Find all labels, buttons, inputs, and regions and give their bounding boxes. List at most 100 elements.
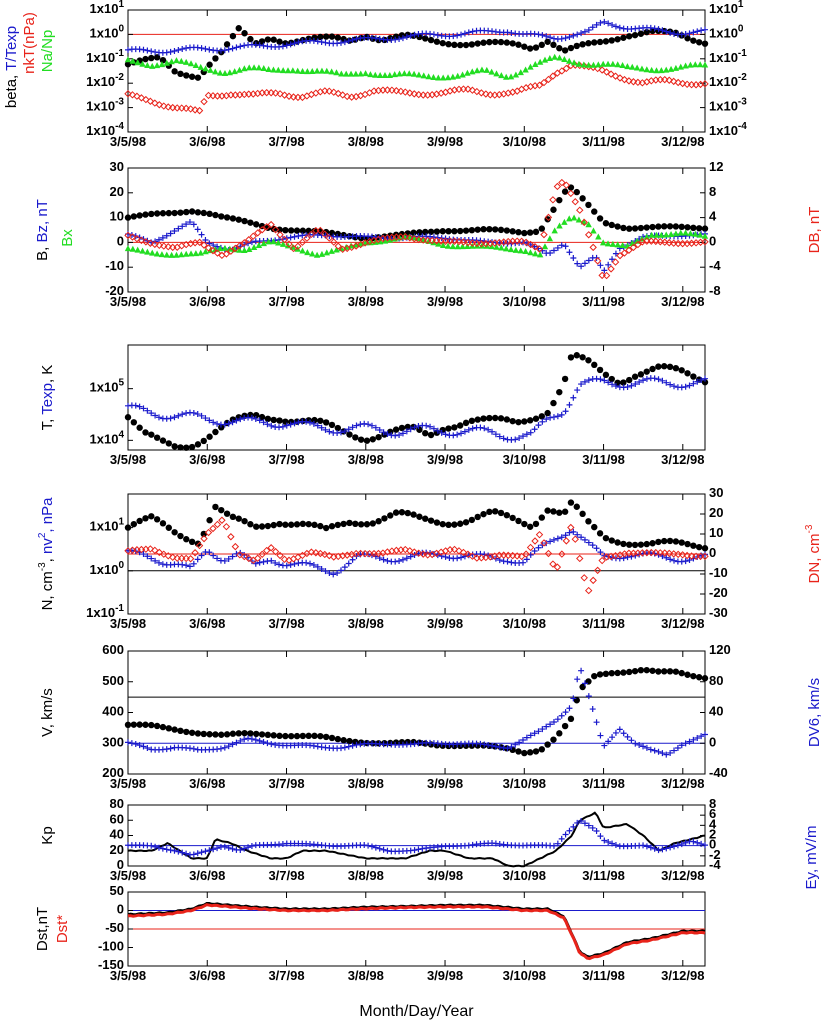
data-point (140, 46, 147, 53)
axis-label-part: -3 (804, 524, 815, 533)
data-point (159, 210, 167, 217)
data-point (686, 382, 693, 389)
data-point (183, 444, 190, 451)
data-point (602, 534, 610, 542)
data-point (597, 19, 604, 26)
data-point (214, 845, 221, 852)
data-point (526, 749, 534, 756)
data-point (206, 417, 213, 424)
data-point (401, 233, 410, 241)
data-point (419, 236, 427, 244)
data-point (674, 842, 681, 849)
data-point (270, 416, 277, 424)
axis-label-left-2: Bx (59, 229, 76, 247)
data-point (276, 520, 283, 528)
data-point (153, 250, 161, 257)
data-point (171, 209, 178, 217)
data-point (571, 198, 579, 206)
data-point (425, 73, 432, 80)
y-tick-mantissa: 1x10 (709, 99, 738, 114)
data-point (345, 426, 352, 433)
data-point (612, 250, 619, 257)
data-point (323, 67, 330, 74)
axis-label-part: -3 (37, 562, 48, 571)
data-point (561, 56, 568, 63)
data-point (636, 741, 643, 748)
y-tick-mantissa: 1x10 (86, 75, 115, 90)
data-point (647, 746, 654, 753)
data-point (523, 556, 530, 563)
data-point (240, 552, 249, 561)
data-point (556, 54, 563, 61)
data-point (191, 549, 199, 557)
axis-label-part: Bz, nT (34, 199, 51, 242)
y-tick-value: 0 (709, 837, 716, 852)
data-point (663, 66, 670, 73)
y-tick-value: 2 (709, 827, 716, 842)
data-point (434, 32, 441, 39)
data-point (702, 842, 708, 849)
data-point (512, 71, 520, 78)
data-point (132, 741, 139, 748)
data-point (523, 734, 530, 741)
y-tick-label: 0 (117, 234, 124, 249)
data-point (372, 424, 379, 431)
y-tick-label: 1x10-1 (86, 47, 124, 65)
data-point (279, 43, 286, 50)
axis-label-right: DV6, km/s (806, 678, 823, 747)
data-point (562, 408, 569, 415)
data-point (477, 89, 486, 97)
y-tick-label: 20 (110, 184, 124, 199)
data-point (321, 230, 329, 238)
data-point (167, 745, 174, 752)
data-point (276, 732, 283, 740)
data-point (283, 42, 290, 49)
data-point (272, 559, 279, 566)
data-point (602, 271, 611, 280)
axis-label-left: beta, T/Texp (3, 26, 20, 108)
data-point (451, 521, 458, 528)
data-point (207, 66, 214, 73)
data-point (450, 237, 459, 245)
data-point (214, 555, 221, 562)
data-point (631, 373, 639, 380)
data-point (690, 373, 697, 380)
data-point (454, 243, 461, 250)
y-tick-mantissa: 1x10 (709, 26, 738, 41)
y-tick-value: 600 (102, 642, 124, 657)
data-point (256, 737, 263, 744)
y-tick-label: 300 (102, 735, 124, 750)
y-tick-value: -4 (709, 259, 721, 274)
data-point (182, 104, 190, 113)
data-point (245, 735, 252, 742)
data-point (144, 47, 151, 54)
data-point (235, 515, 242, 522)
series-blue-plus (125, 375, 708, 443)
data-point (601, 837, 608, 844)
y-tick-label: 40 (709, 704, 723, 719)
data-point (210, 419, 217, 426)
data-point (489, 742, 496, 749)
data-point (464, 85, 472, 93)
data-point (517, 247, 524, 254)
data-point (535, 728, 542, 735)
data-point (155, 101, 164, 109)
x-tick-label: 3/6/98 (189, 294, 225, 309)
data-point (605, 738, 612, 745)
data-point (212, 503, 219, 511)
data-point (209, 92, 217, 100)
data-point (655, 748, 662, 755)
data-point (604, 60, 612, 67)
data-point (643, 224, 650, 231)
data-point (401, 545, 410, 554)
data-point (164, 552, 172, 560)
data-point (678, 79, 687, 88)
data-point (578, 263, 585, 270)
data-point (188, 729, 196, 736)
data-point (561, 508, 569, 515)
data-point (144, 248, 151, 255)
svg-text:DB, nT: DB, nT (806, 207, 823, 254)
data-point (701, 238, 709, 246)
y-tick-mantissa: 1x10 (86, 605, 115, 620)
data-point (177, 209, 184, 216)
